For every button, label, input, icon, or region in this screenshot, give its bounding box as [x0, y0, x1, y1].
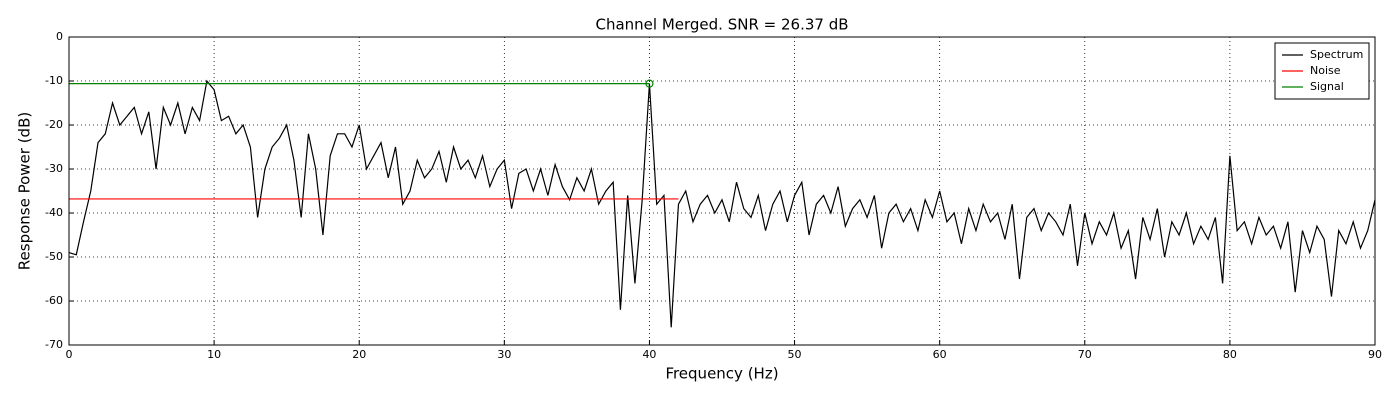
legend-label: Noise: [1310, 64, 1341, 77]
x-tick-label: 80: [1223, 348, 1237, 361]
legend-label: Spectrum: [1310, 48, 1363, 61]
x-tick-label: 0: [66, 348, 73, 361]
x-tick-label: 50: [788, 348, 802, 361]
chart-title: Channel Merged. SNR = 26.37 dB: [595, 16, 848, 34]
x-tick-label: 70: [1078, 348, 1092, 361]
x-tick-label: 20: [352, 348, 366, 361]
plot-area: [68, 79, 1376, 328]
y-tick-label: 0: [56, 30, 63, 43]
y-tick-label: -40: [45, 206, 63, 219]
y-tick-label: -50: [45, 250, 63, 263]
y-axis-label: Response Power (dB): [16, 112, 34, 270]
x-tick-label: 40: [642, 348, 656, 361]
legend: Spectrum Noise Signal: [1274, 42, 1370, 100]
y-tick-label: -60: [45, 294, 63, 307]
x-tick-label: 30: [497, 348, 511, 361]
x-tick-label: 60: [933, 348, 947, 361]
plot-frame: [68, 36, 1376, 346]
y-tick-label: -10: [45, 74, 63, 87]
x-tick-label: 90: [1368, 348, 1382, 361]
legend-label: Signal: [1310, 80, 1344, 93]
x-tick-label: 10: [207, 348, 221, 361]
x-axis-label: Frequency (Hz): [665, 365, 778, 383]
end-marker: [645, 79, 654, 88]
y-tick-label: -30: [45, 162, 63, 175]
series-line: [68, 79, 1376, 328]
y-tick-label: -20: [45, 118, 63, 131]
y-tick-label: -70: [45, 338, 63, 351]
